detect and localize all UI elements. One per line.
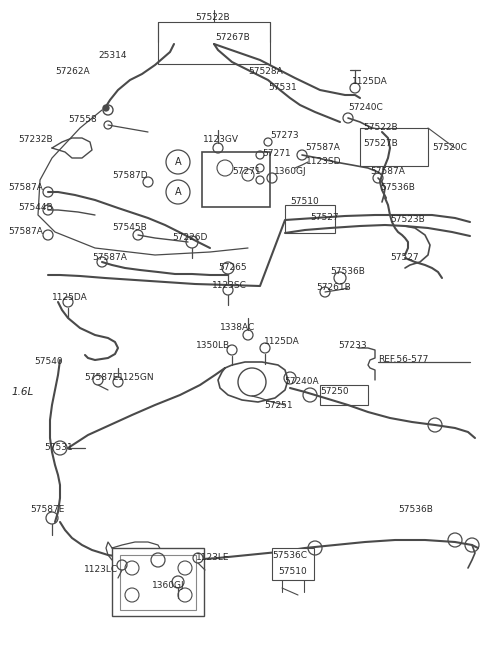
Text: 57520C: 57520C: [432, 143, 467, 153]
Text: 25314: 25314: [98, 50, 127, 60]
Text: 57251: 57251: [264, 400, 293, 409]
Bar: [285, 205, 335, 233]
Bar: [112, 548, 204, 616]
Circle shape: [103, 105, 109, 111]
Text: 1125DA: 1125DA: [352, 77, 388, 86]
Text: 57261B: 57261B: [316, 284, 351, 293]
Bar: [202, 152, 270, 207]
Text: 1.6L: 1.6L: [12, 387, 34, 397]
Text: 57587A: 57587A: [370, 168, 405, 176]
Text: 57510: 57510: [290, 198, 319, 206]
Text: 57558: 57558: [68, 115, 97, 124]
Text: A: A: [175, 157, 181, 167]
Text: 57587A: 57587A: [92, 253, 127, 263]
Text: 57273: 57273: [270, 132, 299, 141]
Text: 57240A: 57240A: [284, 377, 319, 386]
Text: 57528A: 57528A: [248, 67, 283, 77]
Text: A: A: [175, 187, 181, 197]
Text: 57523B: 57523B: [390, 215, 425, 225]
Text: 57271: 57271: [232, 168, 261, 176]
Text: 57265: 57265: [218, 263, 247, 272]
Text: 57587E: 57587E: [30, 506, 64, 514]
Bar: [320, 385, 368, 405]
Text: 1125GN: 1125GN: [118, 373, 155, 383]
Text: 57531: 57531: [44, 443, 73, 453]
Text: 57536C: 57536C: [272, 550, 307, 559]
Bar: [272, 548, 314, 580]
Text: 57262A: 57262A: [55, 67, 90, 77]
Text: 1123SC: 1123SC: [212, 280, 247, 290]
Text: 57544B: 57544B: [18, 204, 53, 212]
Text: 57531: 57531: [268, 83, 297, 92]
Text: 57522B: 57522B: [195, 14, 229, 22]
Bar: [120, 555, 196, 610]
Bar: [360, 128, 428, 166]
Text: 57510: 57510: [278, 567, 307, 576]
Text: 1123GV: 1123GV: [203, 136, 239, 145]
Text: 57587A: 57587A: [8, 183, 43, 193]
Text: 1125DA: 1125DA: [52, 293, 88, 303]
Text: 57267B: 57267B: [215, 33, 250, 43]
Text: 57587A: 57587A: [305, 143, 340, 151]
Text: 57587A: 57587A: [8, 227, 43, 236]
Text: 57233: 57233: [338, 341, 367, 350]
Text: 1123LE: 1123LE: [196, 553, 229, 563]
Text: 57536B: 57536B: [398, 506, 433, 514]
Text: 57527: 57527: [310, 214, 338, 223]
Text: 57527: 57527: [390, 253, 419, 263]
Text: 57587D: 57587D: [112, 170, 148, 179]
Text: 1360GJ: 1360GJ: [274, 168, 307, 176]
Text: 1350LB: 1350LB: [196, 341, 230, 350]
Text: 57540: 57540: [34, 358, 62, 367]
Text: 57226D: 57226D: [172, 233, 207, 242]
Bar: [158, 22, 270, 64]
Text: 57522B: 57522B: [363, 124, 397, 132]
Text: REF.56-577: REF.56-577: [378, 356, 428, 364]
Text: 1338AC: 1338AC: [220, 324, 255, 333]
Text: 57545B: 57545B: [112, 223, 147, 233]
Text: 57240C: 57240C: [348, 103, 383, 113]
Text: 57232B: 57232B: [18, 136, 53, 145]
Text: 57271: 57271: [262, 149, 290, 157]
Text: 57587E: 57587E: [84, 373, 119, 383]
Text: 57250: 57250: [320, 388, 348, 396]
Text: 1123LC: 1123LC: [84, 565, 118, 574]
Text: 1123SD: 1123SD: [306, 157, 341, 166]
Text: 1360GJ: 1360GJ: [152, 580, 185, 590]
Text: 57536B: 57536B: [330, 267, 365, 276]
Text: 57536B: 57536B: [380, 183, 415, 193]
Text: 57527B: 57527B: [363, 138, 398, 147]
Text: 1125DA: 1125DA: [264, 337, 300, 346]
